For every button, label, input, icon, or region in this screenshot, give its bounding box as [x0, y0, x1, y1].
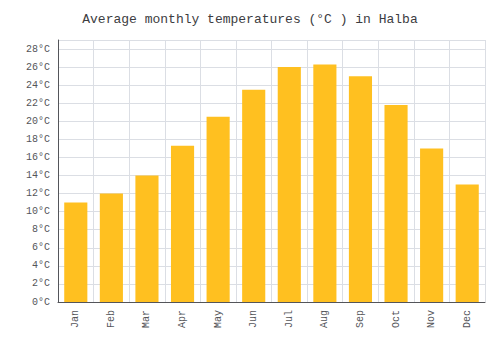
svg-text:Nov: Nov — [426, 310, 437, 328]
svg-text:8°C: 8°C — [32, 224, 50, 235]
svg-text:Dec: Dec — [462, 310, 473, 328]
svg-text:Oct: Oct — [391, 310, 402, 328]
svg-text:Aug: Aug — [319, 310, 330, 328]
svg-text:22°C: 22°C — [26, 98, 50, 109]
svg-text:20°C: 20°C — [26, 116, 50, 127]
svg-text:Jul: Jul — [284, 310, 295, 328]
svg-text:6°C: 6°C — [32, 242, 50, 253]
svg-text:0°C: 0°C — [32, 297, 50, 308]
svg-text:Average monthly temperatures (: Average monthly temperatures (°C ) in Ha… — [82, 12, 418, 27]
svg-text:4°C: 4°C — [32, 260, 50, 271]
svg-text:Jan: Jan — [70, 310, 81, 328]
svg-text:14°C: 14°C — [26, 170, 50, 181]
svg-text:Jun: Jun — [248, 310, 259, 328]
svg-text:Mar: Mar — [141, 310, 152, 328]
svg-text:26°C: 26°C — [26, 62, 50, 73]
svg-text:Apr: Apr — [177, 310, 188, 328]
svg-text:24°C: 24°C — [26, 80, 50, 91]
svg-text:16°C: 16°C — [26, 152, 50, 163]
svg-text:Feb: Feb — [106, 310, 117, 328]
svg-text:12°C: 12°C — [26, 188, 50, 199]
svg-text:2°C: 2°C — [32, 278, 50, 289]
svg-text:Sep: Sep — [355, 310, 366, 328]
svg-text:28°C: 28°C — [26, 44, 50, 55]
svg-text:May: May — [213, 310, 224, 328]
svg-text:18°C: 18°C — [26, 134, 50, 145]
svg-text:10°C: 10°C — [26, 206, 50, 217]
